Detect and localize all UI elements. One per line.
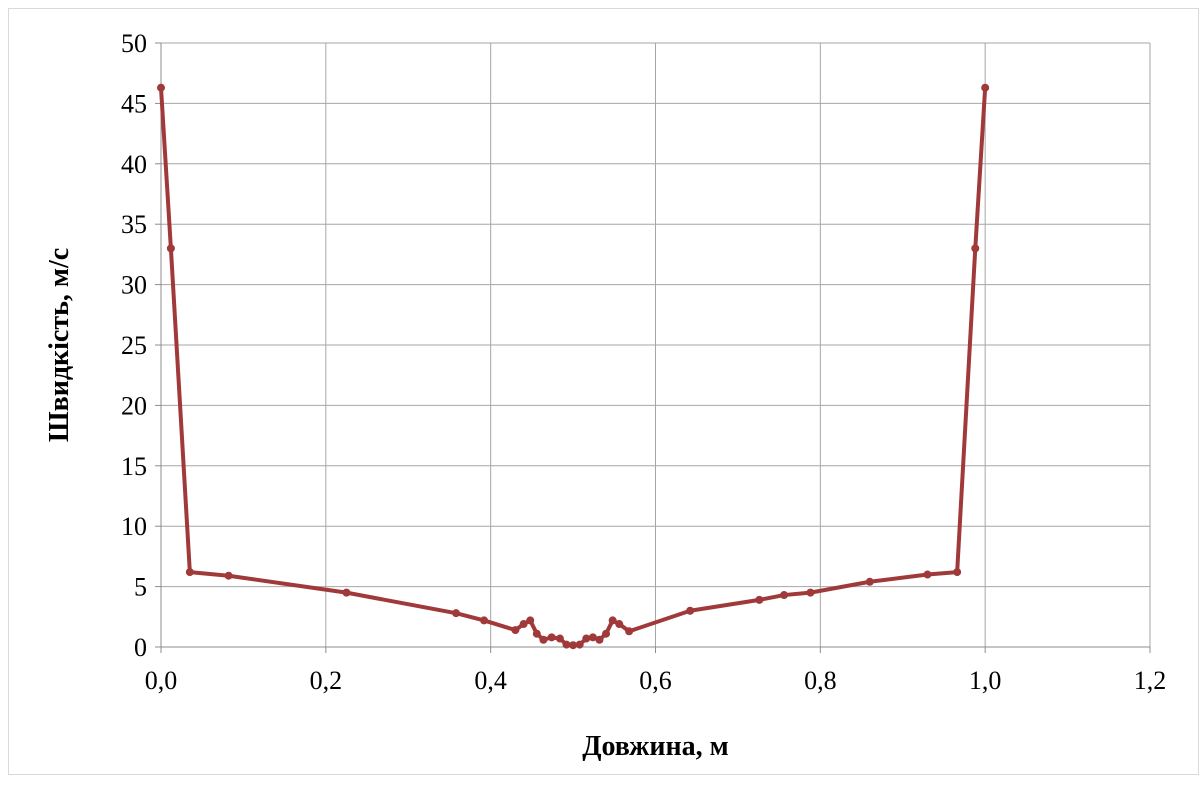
y-tick-label: 50 [121, 29, 147, 58]
data-point [953, 568, 962, 577]
data-point [806, 588, 815, 597]
y-tick-label: 15 [121, 452, 147, 481]
y-tick-label: 30 [121, 271, 147, 300]
data-point [582, 634, 591, 643]
data-point [342, 588, 351, 597]
x-axis-title: Довжина, м [582, 731, 729, 762]
y-tick-label: 10 [121, 512, 147, 541]
data-point [562, 640, 571, 649]
data-point [480, 616, 489, 625]
y-tick-label: 35 [121, 210, 147, 239]
data-point [224, 571, 233, 580]
y-tick-label: 0 [134, 633, 147, 662]
x-tick-label: 0,4 [474, 666, 507, 695]
x-tick-label: 0,6 [639, 666, 672, 695]
data-point [452, 609, 461, 618]
data-point [608, 616, 617, 625]
data-point [971, 244, 980, 253]
y-tick-label: 20 [121, 391, 147, 420]
data-point [686, 606, 695, 615]
data-point [532, 629, 541, 638]
axes [155, 42, 1151, 653]
chart-border [8, 8, 1199, 775]
x-tick-label: 1,0 [969, 666, 1002, 695]
data-point [185, 568, 194, 577]
data-point [602, 629, 611, 638]
data-point [519, 620, 528, 629]
data-point [526, 616, 535, 625]
data-point [539, 635, 548, 644]
data-point [569, 641, 578, 650]
data-point [625, 627, 634, 636]
y-axis-title: Швидкість, м/с [44, 248, 75, 442]
data-point [555, 634, 564, 643]
data-point [166, 244, 175, 253]
data-point [923, 570, 932, 579]
x-tick-label: 1,2 [1134, 666, 1167, 695]
y-tick-label: 40 [121, 150, 147, 179]
tick-labels: 0 5 10 15 20 25 30 35 40 45 50 0,0 0,2 0,4 0,6 0,8 1,0 1,… [121, 29, 1166, 695]
y-tick-label: 5 [134, 573, 147, 602]
data-point [588, 633, 597, 642]
data-point [511, 626, 520, 635]
grid-lines [161, 42, 1151, 647]
data-point [575, 640, 584, 649]
data-point [780, 591, 789, 600]
data-point [981, 83, 990, 92]
data-point [755, 595, 764, 604]
data-point [595, 635, 604, 644]
data-point [547, 633, 556, 642]
x-tick-label: 0,2 [310, 666, 343, 695]
data-point [157, 83, 165, 92]
x-tick-label: 0,8 [804, 666, 837, 695]
x-tick-label: 0,0 [145, 666, 178, 695]
data-point [615, 620, 624, 629]
data-point [865, 577, 874, 586]
y-tick-label: 45 [121, 89, 147, 118]
data-series [157, 83, 990, 650]
y-tick-label: 25 [121, 331, 147, 360]
